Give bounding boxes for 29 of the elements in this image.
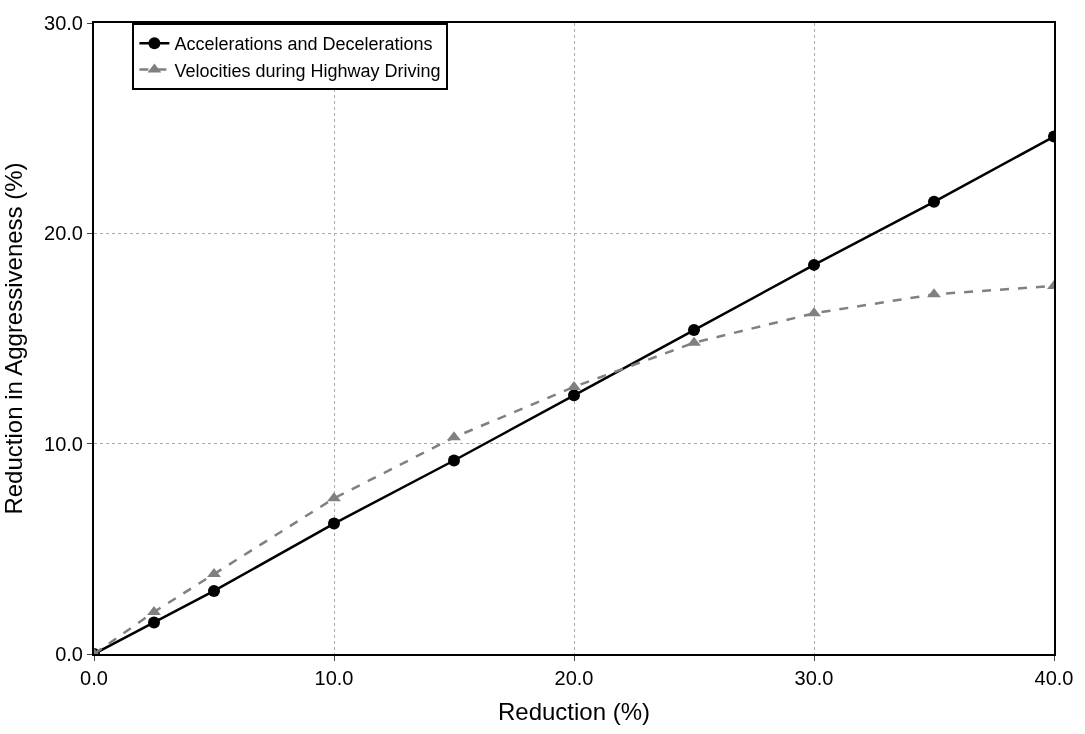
y-axis-title: Reduction in Aggressiveness (%) — [0, 162, 27, 515]
point — [567, 380, 581, 390]
point — [687, 336, 701, 346]
point — [327, 492, 341, 502]
y-tick-label: 30.0 — [44, 12, 83, 34]
point — [568, 389, 580, 402]
x-axis-title: Reduction (%) — [497, 697, 651, 725]
point — [328, 517, 340, 530]
x-tick-label: 30.0 — [794, 667, 834, 689]
point — [928, 195, 940, 208]
point — [688, 324, 700, 337]
point — [927, 288, 941, 298]
legend-label: Accelerations and Decelerations — [174, 34, 433, 55]
point — [148, 616, 160, 629]
point — [448, 454, 460, 467]
y-tick-label: 20.0 — [44, 222, 83, 245]
y-tick-label: 10.0 — [44, 432, 83, 455]
y-tick-label: 0.0 — [55, 643, 83, 665]
point — [447, 431, 461, 441]
point — [807, 307, 821, 317]
x-tick-label: 10.0 — [314, 667, 354, 689]
point — [207, 568, 221, 578]
x-tick-label: 20.0 — [554, 667, 594, 689]
x-tick-label: 40.0 — [1034, 667, 1074, 689]
legend-label: Velocities during Highway Driving — [174, 60, 441, 81]
x-tick-label: 0.0 — [80, 667, 108, 689]
point — [208, 584, 220, 597]
point — [808, 258, 820, 271]
point — [147, 605, 161, 615]
